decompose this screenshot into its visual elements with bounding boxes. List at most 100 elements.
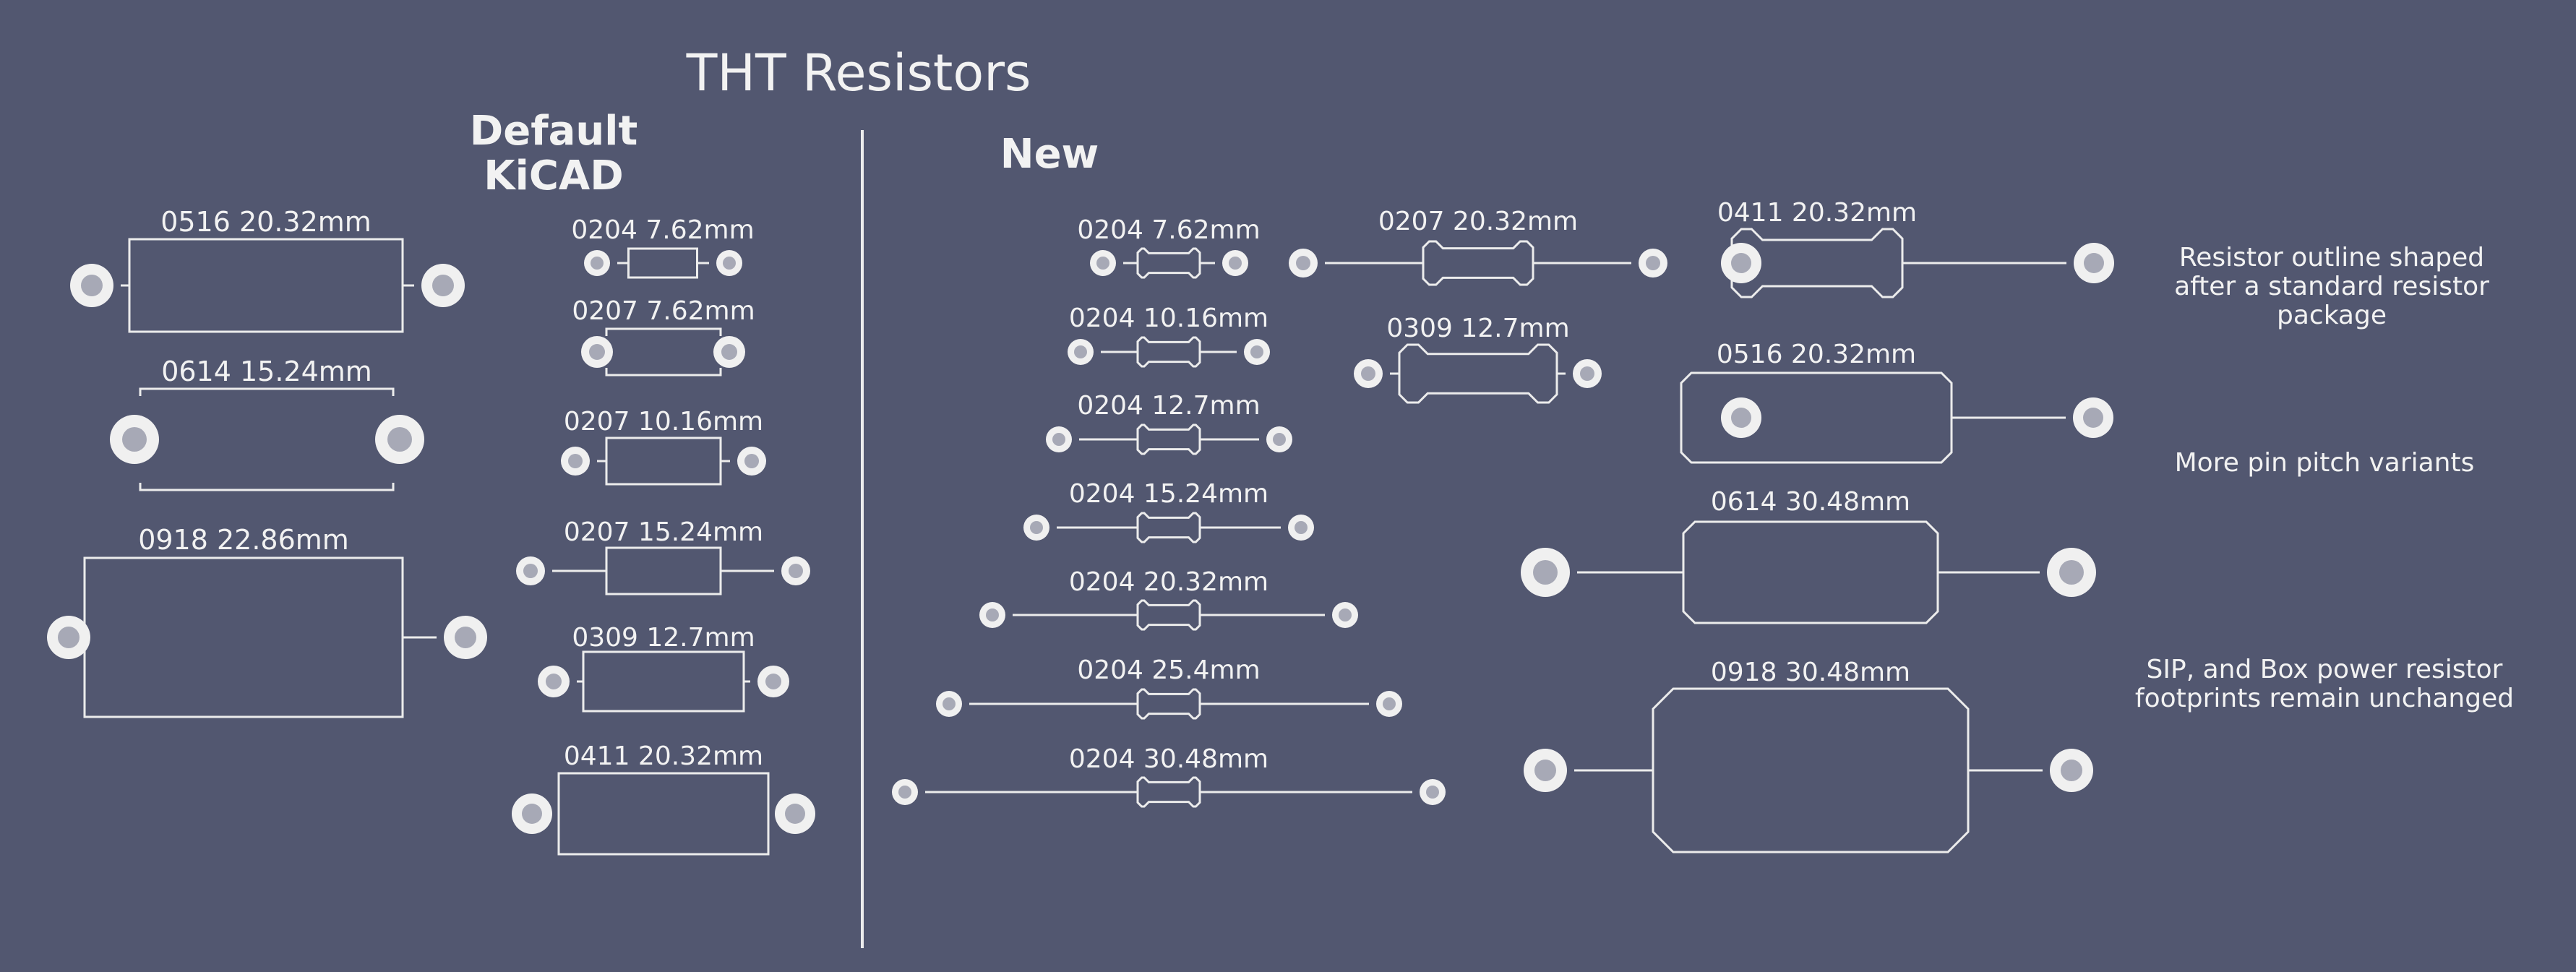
note-unchanged-line1: SIP, and Box power resistor <box>2147 655 2503 684</box>
footprint-label: 0207 15.24mm <box>564 517 763 547</box>
body-outline <box>1136 599 1201 631</box>
resistor-footprint: 0204 7.62mm <box>1077 215 1261 279</box>
footprint-label: 0204 30.48mm <box>1069 744 1268 774</box>
drill-hole <box>1296 256 1310 270</box>
drill-hole <box>1361 366 1375 381</box>
body-outline <box>1422 240 1534 286</box>
drill-hole <box>1646 256 1660 270</box>
drill-hole <box>2083 408 2103 428</box>
drill-hole <box>1273 433 1286 446</box>
footprint-label: 0918 30.48mm <box>1711 658 1910 687</box>
drill-hole <box>1229 257 1242 270</box>
body-outline <box>1398 343 1558 404</box>
drill-hole <box>58 627 80 648</box>
footprint-label: 0411 20.32mm <box>1717 198 1917 228</box>
drill-hole <box>744 454 759 468</box>
body-outline <box>1136 776 1201 808</box>
body-outline <box>1136 336 1201 368</box>
resistor-footprint: 0204 15.24mm <box>1023 479 1314 543</box>
body-outline <box>139 387 395 491</box>
body-outline <box>1682 520 1939 624</box>
drill-hole <box>522 804 542 824</box>
drill-hole <box>986 608 999 622</box>
resistor-footprint: 0411 20.32mm <box>1717 198 2114 298</box>
resistor-footprint: 0204 7.62mm <box>571 215 755 279</box>
drill-hole <box>1052 433 1065 446</box>
footprint-label: 0614 15.24mm <box>161 356 372 387</box>
drill-hole <box>1074 345 1087 358</box>
note-pitch-variants: More pin pitch variants <box>2175 448 2475 478</box>
resistor-footprint: 0204 25.4mm <box>936 655 1402 720</box>
drill-hole <box>2084 253 2104 273</box>
drill-hole <box>546 674 562 689</box>
drill-hole <box>2061 760 2082 781</box>
drill-hole <box>785 804 805 824</box>
drill-hole <box>1580 366 1594 381</box>
drill-hole <box>1426 786 1439 799</box>
body-outline <box>1136 512 1201 543</box>
drill-hole <box>591 257 604 270</box>
new-heading: New <box>1000 131 1099 178</box>
resistor-footprint: 0207 20.32mm <box>1289 207 1667 286</box>
body-outline <box>1136 688 1201 720</box>
drill-hole <box>1250 345 1263 358</box>
body-outline <box>83 556 404 718</box>
drill-hole <box>765 674 781 689</box>
resistor-footprint: 0614 15.24mm <box>110 356 424 491</box>
resistor-footprint: 0918 22.86mm <box>47 524 487 718</box>
resistor-footprint: 0614 30.48mm <box>1521 487 2096 624</box>
body-outline <box>128 238 404 333</box>
note-outline-line3: package <box>2277 301 2387 330</box>
body-outline <box>582 650 745 713</box>
body-outline <box>605 546 722 595</box>
footprint-label: 0516 20.32mm <box>1717 340 1916 369</box>
footprint-label: 0204 7.62mm <box>1077 215 1260 245</box>
drill-hole <box>455 627 476 648</box>
drill-hole <box>2059 560 2084 585</box>
drill-hole <box>122 427 147 452</box>
resistor-footprint: 0204 20.32mm <box>979 567 1358 631</box>
drill-hole <box>1339 608 1352 622</box>
drill-hole <box>789 564 803 578</box>
note-outline-line2: after a standard resistor <box>2174 272 2489 301</box>
drill-hole <box>723 257 736 270</box>
body-outline <box>1680 371 1953 464</box>
body-outline <box>605 436 722 486</box>
drill-hole <box>721 344 737 360</box>
footprint-label: 0516 20.32mm <box>160 206 372 238</box>
drill-hole <box>589 344 605 360</box>
drill-hole <box>1731 408 1751 428</box>
resistor-footprint: 0309 12.7mm <box>538 623 789 713</box>
drill-hole <box>432 275 454 296</box>
drill-hole <box>1030 521 1043 534</box>
drill-hole <box>1383 697 1396 710</box>
resistor-footprint: 0204 30.48mm <box>892 744 1446 808</box>
body-outline <box>557 772 770 856</box>
note-unchanged-line2: footprints remain unchanged <box>2135 684 2514 713</box>
drill-hole <box>1534 760 1556 781</box>
drill-hole <box>898 786 911 799</box>
drill-hole <box>523 564 538 578</box>
footprints-layer: 0516 20.32mm 0614 15.24mm 0918 22.86mm 0204… <box>47 198 2114 856</box>
body-outline <box>1652 687 1970 853</box>
drill-hole <box>81 275 103 296</box>
resistor-footprint: 0918 30.48mm <box>1524 658 2093 853</box>
footprint-label: 0207 20.32mm <box>1378 207 1578 236</box>
footprint-label: 0614 30.48mm <box>1711 487 1910 517</box>
footprint-label: 0204 10.16mm <box>1069 304 1268 333</box>
drill-hole <box>943 697 956 710</box>
footprint-label: 0309 12.7mm <box>572 623 755 653</box>
footprint-label: 0204 12.7mm <box>1077 391 1260 421</box>
footprint-label: 0207 7.62mm <box>572 296 755 326</box>
drill-hole <box>1096 257 1109 270</box>
body-outline <box>605 327 722 377</box>
body-outline <box>1136 247 1201 279</box>
body-outline <box>1730 228 1904 298</box>
resistor-footprint: 0207 15.24mm <box>516 517 810 595</box>
body-outline <box>1136 423 1201 455</box>
resistor-footprint: 0204 12.7mm <box>1046 391 1292 455</box>
resistor-footprint: 0309 12.7mm <box>1354 314 1602 404</box>
resistor-footprint: 0411 20.32mm <box>512 741 815 856</box>
drill-hole <box>1533 560 1558 585</box>
